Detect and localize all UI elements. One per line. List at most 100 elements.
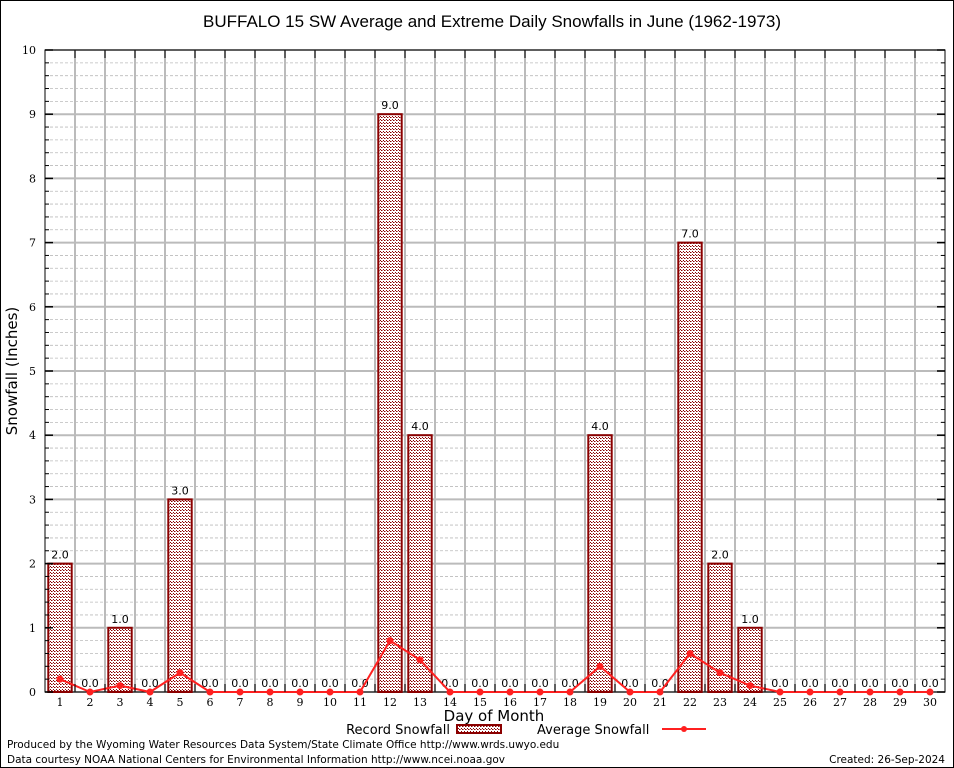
bar-label-day-12: 9.0 <box>381 99 399 112</box>
x-tick-label: 8 <box>267 696 274 709</box>
x-tick-label: 16 <box>503 696 517 709</box>
average-point-day-6 <box>206 688 214 696</box>
y-tick-label: 4 <box>29 429 36 442</box>
chart-title: BUFFALO 15 SW Average and Extreme Daily … <box>203 12 781 31</box>
average-point-day-18 <box>566 688 574 696</box>
average-point-day-29 <box>896 688 904 696</box>
x-tick-label: 17 <box>533 696 547 709</box>
x-tick-label: 21 <box>653 696 667 709</box>
average-point-day-9 <box>296 688 304 696</box>
average-point-day-11 <box>356 688 364 696</box>
x-tick-label: 29 <box>893 696 907 709</box>
bar-day-23 <box>707 562 733 693</box>
average-point-day-2 <box>86 688 94 696</box>
bar-label-day-1: 2.0 <box>51 549 69 562</box>
average-point-day-4 <box>146 688 154 696</box>
bar-day-3 <box>107 626 133 693</box>
average-point-day-15 <box>476 688 484 696</box>
x-tick-label: 5 <box>177 696 184 709</box>
average-point-day-14 <box>446 688 454 696</box>
bar-label-day-18: 0.0 <box>561 677 579 690</box>
y-tick-label: 8 <box>29 172 36 185</box>
average-point-day-16 <box>506 688 514 696</box>
footer-courtesy: Data courtesy NOAA National Centers for … <box>7 754 505 766</box>
footer-produced: Produced by the Wyoming Water Resources … <box>7 739 559 751</box>
legend-record-swatch <box>456 724 502 734</box>
bar-label-day-7: 0.0 <box>231 677 249 690</box>
x-tick-label: 30 <box>923 696 937 709</box>
bars: 2.0 0.0 1.0 0.0 3.0 0.0 0.0 0.0 0.0 0.0 0.0 9.0 4.0 0… <box>47 99 939 693</box>
y-tick-label: 3 <box>29 493 36 506</box>
average-point-day-22 <box>686 649 694 657</box>
bar-day-22 <box>677 241 703 693</box>
x-tick-label: 6 <box>207 696 214 709</box>
bar-day-13 <box>407 434 433 693</box>
x-tick-label: 22 <box>683 696 697 709</box>
x-tick-label: 26 <box>803 696 817 709</box>
x-tick-label: 7 <box>237 696 244 709</box>
average-point-day-25 <box>776 688 784 696</box>
footer-created: Created: 26-Sep-2024 <box>829 754 945 766</box>
y-tick-label: 9 <box>29 108 36 121</box>
bar-day-19 <box>587 434 613 693</box>
x-tick-label: 12 <box>383 696 397 709</box>
bar-label-day-29: 0.0 <box>891 677 909 690</box>
average-point-day-12 <box>386 637 394 645</box>
x-tick-label: 1 <box>57 696 64 709</box>
x-tick-label: 19 <box>593 696 607 709</box>
bar-label-day-9: 0.0 <box>291 677 309 690</box>
bar-label-day-3: 1.0 <box>111 613 129 626</box>
average-point-day-24 <box>746 682 754 690</box>
bar-label-day-6: 0.0 <box>201 677 219 690</box>
x-tick-label: 28 <box>863 696 877 709</box>
x-tick-label: 24 <box>743 696 757 709</box>
x-tick-label: 15 <box>473 696 487 709</box>
legend-average-label: Average Snowfall <box>537 723 649 738</box>
legend-average-marker <box>681 726 687 732</box>
bar-day-5 <box>167 498 193 693</box>
bar-day-24 <box>737 626 763 693</box>
x-tick-label: 3 <box>117 696 124 709</box>
average-point-day-20 <box>626 688 634 696</box>
bar-label-day-20: 0.0 <box>621 677 639 690</box>
average-point-day-8 <box>266 688 274 696</box>
bar-label-day-2: 0.0 <box>81 677 99 690</box>
y-tick-label: 6 <box>29 301 36 314</box>
x-tick-label: 11 <box>353 696 367 709</box>
y-axis-label: Snowfall (Inches) <box>3 307 21 435</box>
y-tick-label: 1 <box>29 622 36 635</box>
x-tick-label: 23 <box>713 696 727 709</box>
x-tick-label: 9 <box>297 696 304 709</box>
bar-label-day-15: 0.0 <box>471 677 489 690</box>
bar-day-12 <box>377 113 403 693</box>
bar-label-day-8: 0.0 <box>261 677 279 690</box>
bar-label-day-19: 4.0 <box>591 420 609 433</box>
legend: Record Snowfall Average Snowfall <box>346 723 706 738</box>
average-point-day-30 <box>926 688 934 696</box>
bar-label-day-26: 0.0 <box>801 677 819 690</box>
bar-label-day-5: 3.0 <box>171 484 189 497</box>
x-tick-label: 25 <box>773 696 787 709</box>
average-point-day-21 <box>656 688 664 696</box>
x-tick-label: 10 <box>323 696 337 709</box>
average-point-day-7 <box>236 688 244 696</box>
bar-label-day-30: 0.0 <box>921 677 939 690</box>
average-point-day-3 <box>116 682 124 690</box>
y-tick-label: 10 <box>22 44 36 57</box>
x-tick-label: 20 <box>623 696 637 709</box>
average-point-day-27 <box>836 688 844 696</box>
grid <box>44 49 946 693</box>
average-point-day-1 <box>56 675 64 683</box>
y-tick-label: 5 <box>29 365 36 378</box>
x-tick-label: 13 <box>413 696 427 709</box>
bar-label-day-10: 0.0 <box>321 677 339 690</box>
bar-label-day-16: 0.0 <box>501 677 519 690</box>
average-point-day-17 <box>536 688 544 696</box>
bar-label-day-4: 0.0 <box>141 677 159 690</box>
average-point-day-26 <box>806 688 814 696</box>
average-point-day-5 <box>176 669 184 677</box>
x-axis-label: Day of Month <box>444 707 545 725</box>
bar-label-day-28: 0.0 <box>861 677 879 690</box>
